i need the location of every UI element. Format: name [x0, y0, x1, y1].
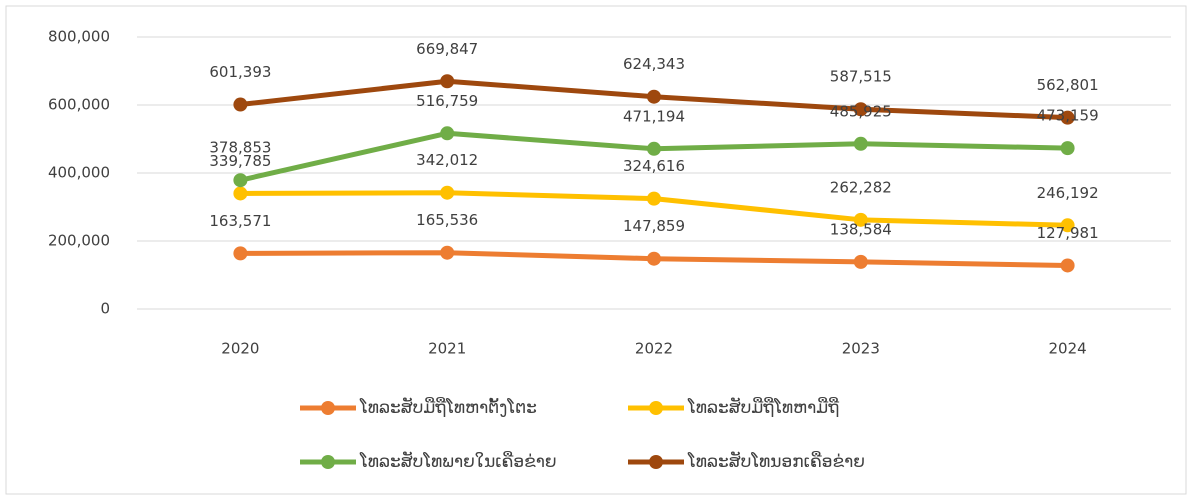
data-label: 246,192 — [1037, 184, 1099, 202]
legend-text: ໂທລະສັບໂທນອກເຄືອຂ່າຍ — [687, 450, 865, 472]
x-tick-label: 2020 — [221, 340, 259, 358]
y-tick-label: 200,000 — [48, 232, 110, 250]
data-label: 165,536 — [416, 211, 478, 229]
legend-marker — [649, 455, 663, 469]
data-point — [1060, 141, 1075, 156]
data-point — [853, 212, 868, 227]
y-tick-label: 800,000 — [48, 28, 110, 46]
x-tick-label: 2024 — [1049, 340, 1087, 358]
data-label: 471,194 — [623, 107, 685, 125]
data-point — [1060, 218, 1075, 233]
data-label: 601,393 — [209, 63, 271, 81]
data-point — [853, 102, 868, 117]
y-tick-label: 400,000 — [48, 164, 110, 182]
data-point — [853, 136, 868, 151]
data-label: 624,343 — [623, 55, 685, 73]
data-label: 473,159 — [1037, 107, 1099, 125]
data-point — [1060, 258, 1075, 273]
data-point — [647, 89, 661, 104]
data-point — [233, 186, 248, 201]
chart-border — [5, 5, 1187, 495]
data-label: 669,847 — [416, 40, 478, 58]
legend-text: ໂທລະສັບມືຖືໂທຫາມືຖື — [687, 396, 839, 418]
data-label: 147,859 — [623, 217, 685, 235]
data-label: 378,853 — [209, 139, 271, 157]
data-point — [647, 191, 661, 206]
legend-text: ໂທລະສັບໂທພາຍໃນເຄືອຂ່າຍ — [359, 450, 557, 472]
data-point — [1060, 110, 1075, 125]
data-label: 485,925 — [830, 102, 892, 120]
data-label: 138,584 — [830, 220, 892, 238]
legend-marker — [321, 401, 335, 415]
data-point — [853, 254, 868, 269]
data-label: 516,759 — [416, 92, 478, 110]
x-tick-label: 2022 — [635, 340, 673, 358]
y-tick-label: 0 — [100, 300, 110, 318]
legend-marker — [649, 401, 663, 415]
x-tick-label: 2023 — [842, 340, 880, 358]
data-point — [233, 97, 248, 112]
legend-text: ໂທລະສັບມືຖືໂທຫາຕັ້ງໂຕະ — [359, 396, 537, 418]
data-label: 562,801 — [1037, 76, 1099, 94]
data-label: 163,571 — [209, 212, 271, 230]
data-point — [440, 185, 455, 200]
data-label: 342,012 — [416, 151, 478, 169]
y-tick-label: 600,000 — [48, 96, 110, 114]
data-point — [647, 251, 661, 266]
data-label: 587,515 — [830, 68, 892, 86]
data-label: 127,981 — [1037, 224, 1099, 242]
legend-marker — [321, 455, 335, 469]
data-point — [440, 126, 455, 141]
data-point — [440, 245, 455, 260]
data-point — [440, 74, 455, 89]
data-point — [647, 141, 661, 156]
data-label: 339,785 — [209, 152, 271, 170]
data-point — [233, 246, 248, 261]
x-tick-label: 2021 — [428, 340, 466, 358]
data-label: 262,282 — [830, 178, 892, 196]
data-point — [233, 173, 248, 188]
data-label: 324,616 — [623, 157, 685, 175]
